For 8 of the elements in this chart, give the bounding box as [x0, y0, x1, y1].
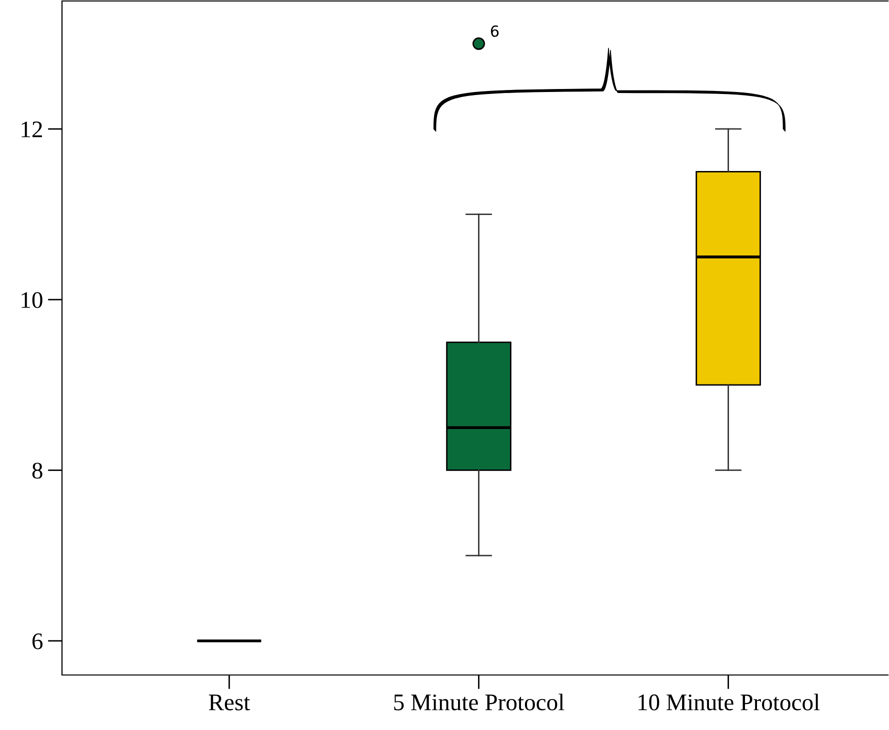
y-tick-label: 6 — [32, 633, 43, 650]
y-tick-label: 12 — [22, 122, 42, 138]
y-tick-label: 10 — [22, 292, 42, 308]
x-tick-label: Rest — [208, 694, 250, 710]
y-tick-label: 8 — [32, 462, 42, 479]
x-tick-label: 10 Minute Protocol — [638, 694, 820, 710]
annotation: 6 — [490, 25, 499, 37]
x-tick-label: 5 Minute Protocol — [394, 694, 564, 710]
